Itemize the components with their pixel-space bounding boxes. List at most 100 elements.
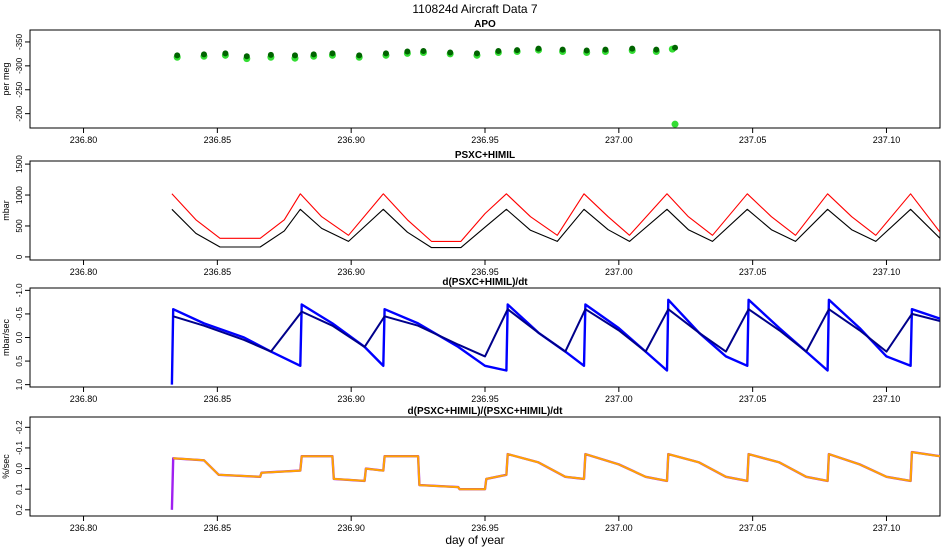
pct-xtick-label: 236.95 (471, 523, 499, 533)
deriv-series-line (170, 298, 940, 385)
apo-point (602, 46, 609, 53)
pct-ylabel: %/sec (1, 454, 11, 479)
pct-title: d(PSXC+HIMIL)/(PSXC+HIMIL)/dt (408, 406, 564, 417)
deriv-xtick-label: 237.00 (605, 394, 633, 404)
deriv-xtick-label: 236.80 (70, 394, 98, 404)
psxc-panel: PSXC+HIMIL mbar 236.80 236.85 236.90 236.95 23… (1, 150, 941, 277)
apo-point (291, 52, 298, 59)
deriv-series-line (172, 308, 940, 358)
psxc-xtick-label: 236.85 (204, 267, 232, 277)
apo-point (473, 50, 480, 57)
apo-point (200, 51, 207, 58)
pct-xtick-label: 236.80 (70, 523, 98, 533)
deriv-ytick-label: -0.5 (15, 306, 24, 320)
apo-point (514, 47, 521, 54)
psxc-ytick-label: 0 (15, 254, 24, 259)
deriv-title: d(PSXC+HIMIL)/dt (442, 277, 528, 288)
pct-series-group (170, 450, 940, 510)
apo-point (629, 45, 636, 52)
apo-point (495, 48, 502, 55)
pct-xtick-label: 237.00 (605, 523, 633, 533)
deriv-xtick-label: 236.95 (471, 394, 499, 404)
deriv-plot-frame (29, 287, 941, 388)
apo-point (310, 51, 317, 58)
psxc-ytick-label: 1000 (15, 186, 24, 204)
psxc-title: PSXC+HIMIL (455, 150, 515, 161)
x-axis-label: day of year (445, 533, 504, 547)
pct-ytick-label: -0.1 (15, 441, 24, 455)
pct-panel: d(PSXC+HIMIL)/(PSXC+HIMIL)/dt %/sec 236.80… (1, 406, 941, 533)
apo-ytick-label: -350 (15, 33, 24, 50)
deriv-ytick-label: 1.0 (15, 379, 24, 391)
apo-xtick-label: 237.00 (605, 135, 633, 145)
apo-series-group (173, 44, 679, 128)
apo-point (243, 53, 250, 60)
psxc-xtick-label: 236.95 (471, 267, 499, 277)
psxc-ylabel: mbar (1, 200, 11, 221)
psxc-ytick-label: 1500 (15, 155, 24, 173)
apo-point (222, 50, 229, 57)
deriv-xtick-label: 237.10 (873, 394, 901, 404)
psxc-series-line (171, 193, 940, 242)
apo-point (267, 51, 274, 58)
pct-xtick-label: 236.90 (337, 523, 365, 533)
pct-xtick-label: 237.05 (739, 523, 767, 533)
apo-point (672, 44, 679, 51)
deriv-ytick-label: 0.5 (15, 355, 24, 367)
deriv-panel: d(PSXC+HIMIL)/dt mbar/sec 236.80 236.85 236.… (1, 277, 941, 404)
pct-xtick-label: 236.85 (204, 523, 232, 533)
apo-plot-frame (29, 29, 941, 129)
deriv-series-group (170, 298, 940, 385)
apo-xtick-label: 236.85 (204, 135, 232, 145)
deriv-ylabel: mbar/sec (1, 318, 11, 356)
deriv-ytick-label: 0.0 (15, 331, 24, 343)
deriv-ytick-label: -1.0 (15, 283, 24, 297)
pct-ytick-label: 0.2 (15, 504, 24, 516)
psxc-ytick-label: 500 (15, 219, 24, 233)
apo-point (583, 47, 590, 54)
figure-title: 110824d Aircraft Data 7 (412, 2, 538, 16)
apo-panel: APO per meg 236.80 236.85 236.90 236.95 237.00… (1, 19, 941, 145)
apo-point (671, 120, 679, 128)
apo-point (559, 46, 566, 53)
psxc-series-line (171, 208, 940, 249)
psxc-series-group (171, 193, 940, 249)
apo-ytick-label: -300 (15, 57, 24, 74)
apo-point (447, 49, 454, 56)
apo-ylabel: per meg (1, 62, 11, 95)
apo-point (404, 48, 411, 55)
psxc-plot-frame (29, 160, 941, 261)
apo-point (329, 50, 336, 57)
apo-xtick-label: 236.80 (70, 135, 98, 145)
apo-xtick-label: 236.95 (471, 135, 499, 145)
psxc-xtick-label: 236.90 (337, 267, 365, 277)
apo-title: APO (474, 19, 496, 30)
pct-series-line (173, 451, 940, 491)
apo-xtick-label: 237.10 (873, 135, 901, 145)
pct-xtick-label: 237.10 (873, 523, 901, 533)
apo-point (653, 46, 660, 53)
apo-xtick-label: 236.90 (337, 135, 365, 145)
psxc-xtick-label: 237.10 (873, 267, 901, 277)
apo-point (356, 52, 363, 59)
pct-ytick-label: 0.1 (15, 483, 24, 495)
pct-plot-frame (29, 416, 941, 517)
apo-xtick-label: 237.05 (739, 135, 767, 145)
apo-ytick-label: -250 (15, 81, 24, 98)
psxc-xtick-label: 236.80 (70, 267, 98, 277)
apo-point (174, 52, 181, 59)
pct-ytick-label: 0.0 (15, 462, 24, 474)
apo-point (382, 50, 389, 57)
apo-point (420, 48, 427, 55)
deriv-xtick-label: 236.90 (337, 394, 365, 404)
pct-ytick-label: -0.2 (15, 420, 24, 434)
deriv-xtick-label: 236.85 (204, 394, 232, 404)
psxc-xtick-label: 237.00 (605, 267, 633, 277)
apo-ytick-label: -200 (15, 105, 24, 122)
apo-point (535, 45, 542, 52)
panels: APO per meg 236.80 236.85 236.90 236.95 237.00… (1, 19, 941, 533)
deriv-xtick-label: 237.05 (739, 394, 767, 404)
psxc-xtick-label: 237.05 (739, 267, 767, 277)
